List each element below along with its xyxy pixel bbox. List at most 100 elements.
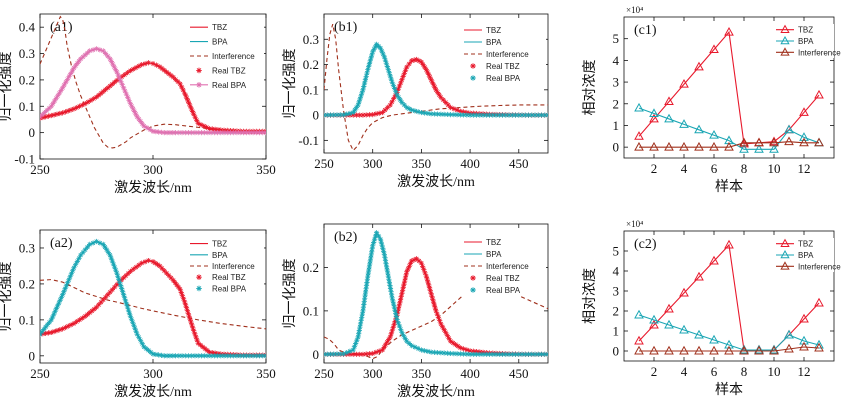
legend-marker: [470, 275, 476, 281]
data-point-real-bpa: [353, 340, 359, 347]
data-point-real-bpa: [355, 334, 361, 340]
data-point-interference: [769, 137, 779, 147]
data-point-real-bpa: [454, 351, 460, 357]
data-point-real-tbz: [467, 348, 473, 354]
legend-label: Interference: [212, 262, 255, 271]
data-point-interference: [679, 345, 689, 355]
data-point-real-bpa: [438, 350, 444, 356]
data-point-real-bpa: [422, 110, 428, 116]
data-point-real-bpa: [418, 347, 424, 353]
legend-marker: [196, 274, 202, 280]
x-tick-label: 6: [711, 364, 718, 379]
y-tick-label: 0: [613, 140, 620, 155]
data-point-real-tbz: [387, 334, 393, 340]
data-point-real-bpa: [100, 48, 106, 54]
data-point-real-bpa: [136, 116, 142, 122]
data-point-real-tbz: [376, 348, 382, 354]
series-group: [634, 239, 824, 355]
data-point-real-bpa: [545, 112, 548, 118]
data-point-real-tbz: [218, 127, 224, 133]
x-tick-label: 10: [768, 364, 781, 379]
data-point-real-bpa: [503, 112, 509, 118]
data-point-real-bpa: [370, 49, 376, 55]
data-point-real-bpa: [49, 314, 56, 320]
data-point-tbz: [634, 335, 644, 345]
data-point-real-tbz: [431, 302, 437, 308]
data-point-real-bpa: [435, 349, 441, 356]
data-point-real-bpa: [153, 351, 159, 358]
series-group: [324, 23, 548, 152]
data-point-real-bpa: [412, 108, 418, 114]
panel-label: (a1): [50, 20, 73, 35]
data-point-real-bpa: [141, 344, 147, 350]
data-point-real-bpa: [126, 97, 132, 104]
x-tick-label: 400: [460, 366, 480, 381]
data-point-real-tbz: [98, 90, 104, 96]
data-point-real-bpa: [542, 351, 548, 357]
data-point-bpa: [679, 119, 689, 128]
data-point-real-bpa: [516, 112, 522, 118]
data-point-real-tbz: [105, 85, 111, 91]
data-point-real-bpa: [62, 286, 68, 292]
legend-label: TBZ: [486, 26, 501, 35]
data-point-real-bpa: [377, 236, 384, 242]
legend-marker: [780, 24, 790, 33]
data-point-real-tbz: [142, 259, 148, 265]
data-point-real-tbz: [455, 343, 461, 349]
data-point-real-bpa: [57, 297, 63, 303]
data-point-real-tbz: [71, 320, 77, 327]
data-point-real-bpa: [150, 351, 156, 357]
data-point-real-bpa: [67, 274, 73, 280]
data-point-real-bpa: [392, 85, 398, 92]
data-point-bpa: [754, 144, 764, 153]
x-tick-label: 250: [314, 156, 334, 171]
data-point-real-tbz: [122, 72, 128, 78]
data-point-real-bpa: [205, 353, 211, 359]
data-point-real-bpa: [402, 335, 408, 341]
data-point-real-bpa: [483, 351, 489, 357]
data-point-real-bpa: [360, 87, 366, 93]
data-point-real-tbz: [422, 64, 428, 70]
data-point-real-tbz: [100, 297, 106, 303]
data-point-real-tbz: [71, 106, 77, 112]
data-point-real-bpa: [76, 58, 82, 64]
data-point-real-tbz: [470, 348, 476, 354]
data-point-real-bpa: [525, 112, 532, 118]
data-point-real-tbz: [91, 306, 97, 312]
data-point-real-tbz: [195, 120, 201, 127]
data-point-real-bpa: [357, 321, 364, 327]
data-point-real-bpa: [503, 351, 509, 357]
data-point-bpa: [634, 309, 644, 319]
data-point-interference: [814, 342, 824, 352]
data-point-real-bpa: [387, 285, 394, 292]
data-point-real-tbz: [398, 80, 404, 86]
data-point-real-tbz: [62, 109, 69, 115]
panel-label: (b1): [334, 20, 358, 35]
data-point-real-bpa: [388, 76, 394, 82]
data-point-real-tbz: [404, 269, 410, 275]
legend-label: BPA: [486, 38, 502, 47]
legend-label: TBZ: [798, 240, 813, 249]
data-point-real-bpa: [409, 343, 415, 349]
data-point-real-bpa: [90, 240, 96, 246]
data-point-real-tbz: [353, 112, 360, 118]
data-point-real-tbz: [133, 264, 139, 270]
data-point-real-tbz: [201, 123, 207, 129]
data-point-real-bpa: [372, 44, 378, 50]
data-point-real-bpa: [205, 130, 211, 136]
data-point-real-tbz: [385, 104, 391, 111]
legend-label: Interference: [212, 52, 255, 61]
data-point-real-tbz: [212, 126, 218, 132]
data-point-real-bpa: [373, 233, 379, 239]
data-point-real-bpa: [340, 112, 347, 118]
data-point-real-bpa: [350, 109, 356, 116]
data-point-real-bpa: [467, 351, 473, 357]
data-point-real-bpa: [347, 110, 353, 116]
y-tick-label: 0.1: [303, 303, 319, 318]
data-point-real-tbz: [182, 302, 189, 308]
data-point-real-tbz: [195, 340, 201, 346]
x-tick-label: 350: [412, 366, 432, 381]
data-point-real-bpa: [400, 332, 407, 339]
data-point-tbz: [664, 96, 674, 106]
data-point-real-tbz: [125, 270, 131, 277]
